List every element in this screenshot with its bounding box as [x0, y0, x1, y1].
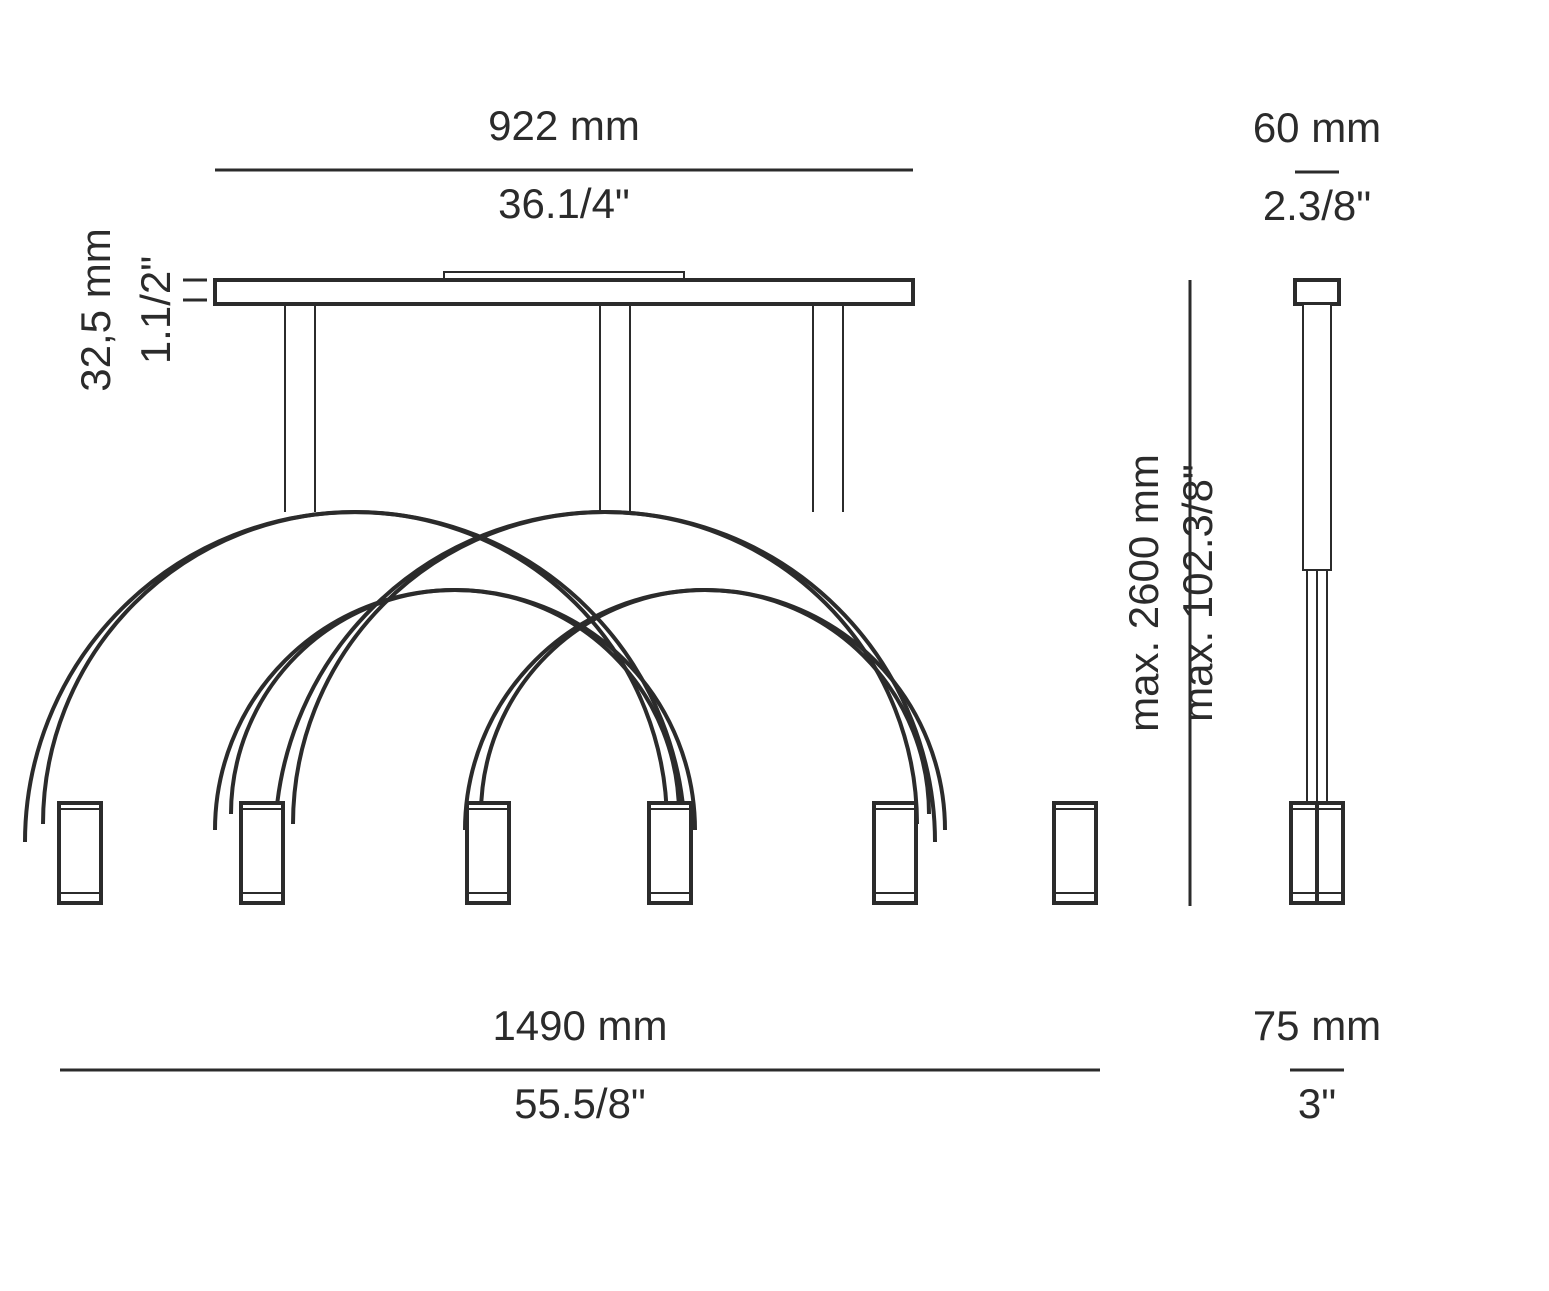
side-pendant-left-body [1291, 803, 1317, 903]
dim-side-top-mm: 60 mm [1253, 104, 1381, 151]
pendant-4-body [874, 803, 916, 903]
dim-canopy-height-in: 1.1/2" [132, 256, 179, 364]
dim-canopy-width-mm: 922 mm [488, 102, 640, 149]
dim-side-bottom-in: 3" [1298, 1080, 1336, 1127]
pendant-1-body [241, 803, 283, 903]
pendant-5-body [1054, 803, 1096, 903]
side-canopy [1295, 280, 1339, 304]
dim-canopy-width-in: 36.1/4" [498, 180, 630, 227]
side-pendant-right-body [1317, 803, 1343, 903]
pendant-2-body [467, 803, 509, 903]
dim-total-width-in: 55.5/8" [514, 1080, 646, 1127]
dim-max-drop-mm: max. 2600 mm [1120, 454, 1167, 732]
dim-canopy-height-mm: 32,5 mm [72, 228, 119, 391]
pendant-3-body [649, 803, 691, 903]
dim-side-bottom-mm: 75 mm [1253, 1002, 1381, 1049]
canopy [215, 280, 913, 304]
dim-total-width-mm: 1490 mm [492, 1002, 667, 1049]
dim-side-top-in: 2.3/8" [1263, 182, 1371, 229]
side-shaft-upper [1303, 304, 1331, 570]
dim-max-drop-in: max. 102.3/8" [1174, 464, 1221, 722]
pendant-0-body [59, 803, 101, 903]
